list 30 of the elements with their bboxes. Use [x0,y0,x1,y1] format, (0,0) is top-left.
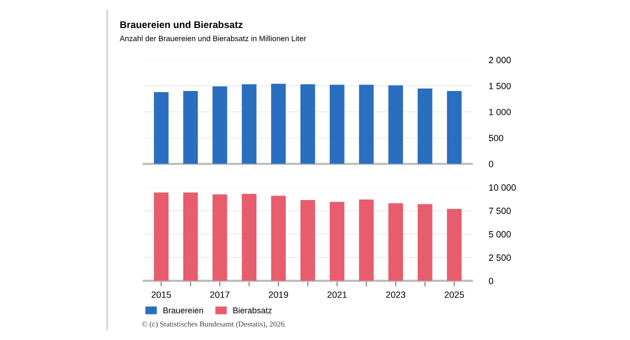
bar [446,208,462,281]
x-tick-label: 2017 [210,291,230,298]
bar [330,202,344,281]
y-tick-label: 2 500 [488,254,511,261]
bar [154,192,169,281]
y-tick-label: 0 [488,278,494,284]
chart-title: Brauereien und Bierabsatz [120,20,243,28]
bar [242,194,256,281]
bar [271,196,286,281]
y-tick-label: 1 000 [489,108,511,116]
y-tick-label: 1 500 [489,82,511,90]
x-tick-label: 2025 [444,291,464,298]
bar [212,194,228,281]
x-tick-label: 2019 [268,291,288,298]
x-tick-label: 2021 [327,291,347,298]
y-tick-label: 7 500 [489,208,511,214]
bar [359,199,374,281]
y-tick-label: 500 [488,134,504,142]
y-tick-label: 2 000 [488,56,511,64]
x-tick-label: 2015 [152,291,171,298]
bar [300,200,316,281]
y-tick-label: 5 000 [488,231,511,238]
y-tick-label: 0 [488,160,494,168]
y-tick-label: 10 000 [489,184,516,191]
bar [388,203,403,281]
legend-label: Bierabsatz [233,307,272,314]
x-tick-label: 2023 [386,291,406,298]
bar [418,204,432,281]
bar [183,192,198,281]
legend-label: Brauereien [163,307,203,314]
